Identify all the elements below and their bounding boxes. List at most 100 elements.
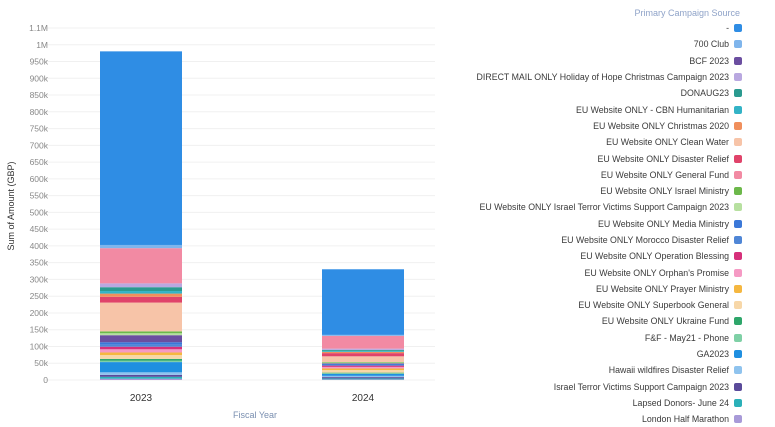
legend-swatch — [734, 284, 742, 293]
bar-segment[interactable] — [100, 302, 182, 332]
bar-segment[interactable] — [322, 353, 404, 357]
legend-item[interactable]: EU Website ONLY Morocco Disaster Relief — [440, 232, 742, 248]
legend-item[interactable]: EU Website ONLY Orphan's Promise — [440, 264, 742, 280]
legend-swatch — [734, 219, 742, 228]
legend-swatch — [734, 121, 742, 130]
bar-segment[interactable] — [322, 362, 404, 364]
legend-label: Lapsed Donors- June 24 — [632, 397, 729, 408]
legend-label: BCF 2023 — [689, 55, 729, 66]
bar-segment[interactable] — [322, 377, 404, 379]
bar-segment[interactable] — [100, 291, 182, 294]
legend-item[interactable]: EU Website ONLY Christmas 2020 — [440, 118, 742, 134]
legend-item[interactable]: Hawaii wildfires Disaster Relief — [440, 362, 742, 378]
bar-segment[interactable] — [100, 331, 182, 334]
y-tick-label: 550k — [30, 191, 49, 201]
legend-item[interactable]: Lapsed Donors- June 24 — [440, 395, 742, 411]
legend-item[interactable]: Israel Terror Victims Support Campaign 2… — [440, 379, 742, 395]
legend-item[interactable]: DIRECT MAIL ONLY Holiday of Hope Christm… — [440, 69, 742, 85]
bar-segment[interactable] — [100, 378, 182, 380]
legend-swatch — [734, 350, 742, 359]
legend-swatch — [734, 268, 742, 277]
legend-item[interactable]: EU Website ONLY Superbook General — [440, 297, 742, 313]
bar-segment[interactable] — [100, 360, 182, 363]
bar-segment[interactable] — [100, 352, 182, 356]
bar-segment[interactable] — [100, 283, 182, 288]
bar-segment[interactable] — [100, 374, 182, 377]
bar-segment[interactable] — [322, 370, 404, 373]
bar-segment[interactable] — [100, 293, 182, 297]
bar-segment[interactable] — [100, 362, 182, 373]
bar-segment[interactable] — [322, 363, 404, 364]
bar-segment[interactable] — [322, 368, 404, 371]
legend-swatch — [734, 382, 742, 391]
legend-item[interactable]: EU Website ONLY Media Ministry — [440, 216, 742, 232]
bar-segment[interactable] — [322, 356, 404, 363]
bar-segment[interactable] — [100, 335, 182, 343]
legend-item[interactable]: EU Website ONLY - CBN Humanitarian — [440, 101, 742, 117]
bar-segment[interactable] — [100, 372, 182, 375]
legend-item[interactable]: EU Website ONLY Prayer Ministry — [440, 281, 742, 297]
legend-label: Israel Terror Victims Support Campaign 2… — [553, 381, 729, 392]
bar-segment[interactable] — [322, 373, 404, 376]
bar-segment[interactable] — [322, 378, 404, 380]
legend-item[interactable]: EU Website ONLY Operation Blessing — [440, 248, 742, 264]
bar-segment[interactable] — [322, 373, 404, 374]
legend-item[interactable]: F&F - May21 - Phone — [440, 330, 742, 346]
legend-item[interactable]: DONAUG23 — [440, 85, 742, 101]
legend-label: EU Website ONLY Media Ministry — [597, 218, 729, 229]
legend-item[interactable]: EU Website ONLY Israel Terror Victims Su… — [440, 199, 742, 215]
bar-segment[interactable] — [100, 248, 182, 284]
legend-swatch — [734, 366, 742, 375]
bar-segment[interactable] — [322, 364, 404, 365]
y-tick-label: 700k — [30, 140, 49, 150]
bar-segment[interactable] — [322, 375, 404, 378]
bar-segment[interactable] — [322, 348, 404, 350]
bar-segment[interactable] — [100, 333, 182, 336]
bar-segment[interactable] — [322, 366, 404, 369]
legend-label: - — [726, 23, 729, 34]
bar-segment[interactable] — [322, 362, 404, 363]
legend-item[interactable]: EU Website ONLY Disaster Relief — [440, 150, 742, 166]
bar-segment[interactable] — [322, 364, 404, 366]
legend-item[interactable]: EU Website ONLY Israel Ministry — [440, 183, 742, 199]
bar-segment[interactable] — [322, 379, 404, 380]
stacked-bar-chart: 0 50k 100k 150k 200k 250k 300k 350k 400k 450k 500k… — [6, 23, 435, 420]
legend-item[interactable]: EU Website ONLY Ukraine Fund — [440, 313, 742, 329]
legend-swatch — [734, 301, 742, 310]
bar-segment[interactable] — [322, 350, 404, 352]
legend-item[interactable]: - — [440, 20, 742, 36]
y-tick-label: 500k — [30, 207, 49, 217]
bar-segment[interactable] — [322, 335, 404, 349]
bar-segment[interactable] — [100, 358, 182, 361]
bar-segment[interactable] — [322, 349, 404, 351]
bar-segment[interactable] — [100, 349, 182, 353]
legend-swatch — [734, 56, 742, 65]
bar-segment[interactable] — [322, 334, 404, 336]
bar-segment[interactable] — [322, 351, 404, 354]
bar-segment[interactable] — [322, 372, 404, 374]
bar-segment[interactable] — [100, 376, 182, 379]
legend-item[interactable]: GA2023 — [440, 346, 742, 362]
legend-item[interactable]: 700 Club — [440, 36, 742, 52]
legend-swatch — [734, 24, 742, 33]
bar-segment[interactable] — [100, 287, 182, 292]
legend-item[interactable]: London Half Marathon — [440, 411, 742, 427]
bar-segment[interactable] — [100, 244, 182, 249]
bar-segment[interactable] — [100, 355, 182, 359]
legend-label: GA2023 — [696, 349, 729, 360]
bar-segment[interactable] — [100, 346, 182, 350]
legend-swatch — [734, 170, 742, 179]
bar-segment[interactable] — [322, 269, 404, 335]
legend-swatch — [734, 89, 742, 98]
legend-swatch — [734, 203, 742, 212]
bar-segment[interactable] — [100, 51, 182, 245]
legend-swatch — [734, 252, 742, 261]
bars — [100, 51, 404, 380]
bar-segment[interactable] — [100, 296, 182, 303]
bar-segment[interactable] — [100, 342, 182, 345]
legend-item[interactable]: EU Website ONLY General Fund — [440, 167, 742, 183]
bar-segment[interactable] — [322, 365, 404, 367]
legend-item[interactable]: BCF 2023 — [440, 53, 742, 69]
bar-segment[interactable] — [100, 344, 182, 347]
legend-item[interactable]: EU Website ONLY Clean Water — [440, 134, 742, 150]
